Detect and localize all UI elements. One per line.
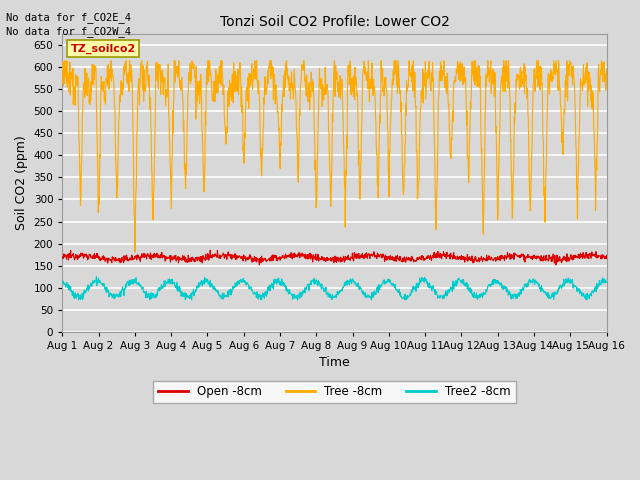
X-axis label: Time: Time	[319, 356, 350, 369]
Text: No data for f_CO2W_4: No data for f_CO2W_4	[6, 26, 131, 37]
Text: No data for f_CO2E_4: No data for f_CO2E_4	[6, 12, 131, 23]
Y-axis label: Soil CO2 (ppm): Soil CO2 (ppm)	[15, 135, 28, 230]
Legend: Open -8cm, Tree -8cm, Tree2 -8cm: Open -8cm, Tree -8cm, Tree2 -8cm	[154, 381, 516, 403]
Title: Tonzi Soil CO2 Profile: Lower CO2: Tonzi Soil CO2 Profile: Lower CO2	[220, 15, 449, 29]
Text: TZ_soilco2: TZ_soilco2	[70, 43, 136, 53]
